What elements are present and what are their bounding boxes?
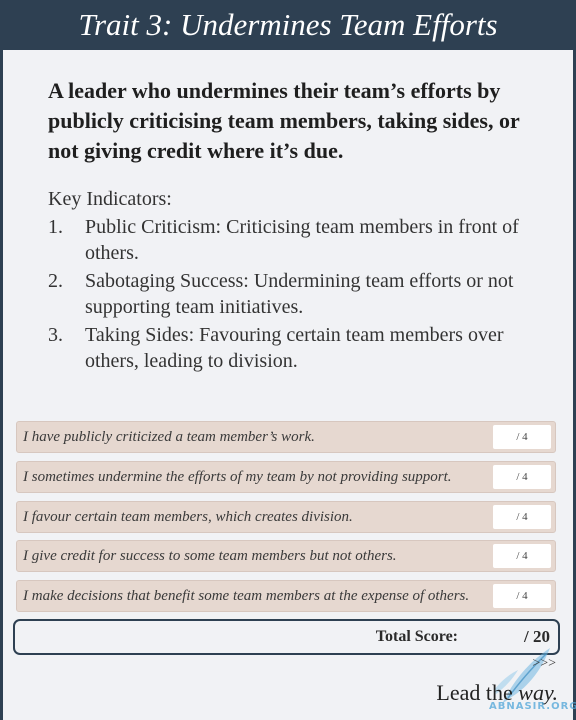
indicator-item: 2. Sabotaging Success: Undermining team … <box>48 268 538 320</box>
question-row: I have publicly criticized a team member… <box>16 421 556 453</box>
indicator-text: Taking Sides: Favouring certain team mem… <box>85 324 504 372</box>
tagline: Lead the way. <box>436 680 558 706</box>
question-text: I have publicly criticized a team member… <box>23 429 315 445</box>
question-row: I favour certain team members, which cre… <box>16 501 556 533</box>
next-arrows[interactable]: >>> <box>532 656 556 671</box>
indicator-number: 2. <box>48 270 63 292</box>
total-score-label: Total Score: <box>375 628 458 645</box>
score-input[interactable]: / 4 <box>493 584 551 608</box>
score-input[interactable]: / 4 <box>493 505 551 529</box>
score-input[interactable]: / 4 <box>493 465 551 489</box>
question-text: I favour certain team members, which cre… <box>23 509 353 525</box>
indicator-number: 1. <box>48 216 63 238</box>
score-input[interactable]: / 4 <box>493 544 551 568</box>
indicator-text: Sabotaging Success: Undermining team eff… <box>85 270 514 318</box>
total-score-box: Total Score: / 20 <box>13 619 560 655</box>
indicators-list: 1. Public Criticism: Criticising team me… <box>48 214 538 376</box>
header-bar <box>0 0 576 50</box>
question-text: I sometimes undermine the efforts of my … <box>23 469 452 485</box>
page-title: Trait 3: Undermines Team Efforts <box>78 7 498 42</box>
left-border <box>0 0 3 720</box>
tagline-text: Lead the <box>436 680 519 705</box>
indicator-number: 3. <box>48 324 63 346</box>
intro-statement: A leader who undermines their team’s eff… <box>48 78 520 163</box>
indicator-item: 3. Taking Sides: Favouring certain team … <box>48 322 538 374</box>
indicator-text: Public Criticism: Criticising team membe… <box>85 216 519 264</box>
question-row: I make decisions that benefit some team … <box>16 580 556 612</box>
question-row: I give credit for success to some team m… <box>16 540 556 572</box>
total-score-value[interactable]: / 20 <box>524 627 550 646</box>
tagline-emphasis: way. <box>518 680 558 705</box>
feather-logo-icon <box>494 648 550 704</box>
question-row: I sometimes undermine the efforts of my … <box>16 461 556 493</box>
indicator-item: 1. Public Criticism: Criticising team me… <box>48 214 538 266</box>
question-text: I make decisions that benefit some team … <box>23 588 470 604</box>
right-border <box>573 0 576 720</box>
indicators-heading: Key Indicators: <box>48 188 172 210</box>
watermark-text: ABNASIR.ORG <box>489 701 576 712</box>
question-text: I give credit for success to some team m… <box>23 548 397 564</box>
score-input[interactable]: / 4 <box>493 425 551 449</box>
